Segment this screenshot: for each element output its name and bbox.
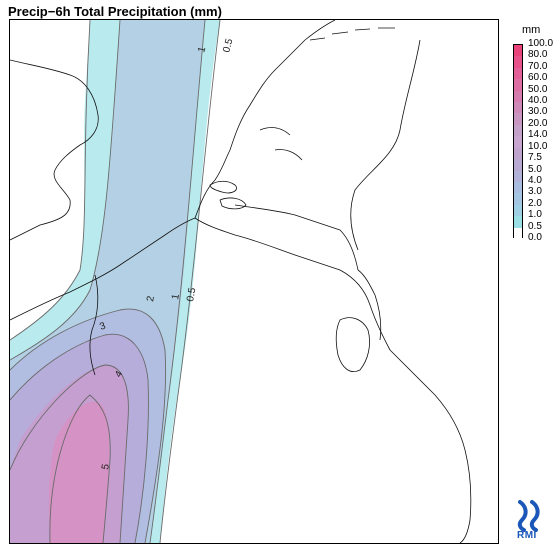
legend-swatch: [514, 193, 522, 206]
contour-label: 1: [170, 293, 182, 301]
chart-title: Precip−6h Total Precipitation (mm): [8, 4, 222, 19]
legend-label: 7.5: [528, 152, 542, 164]
legend-swatch: [514, 79, 522, 92]
legend-colorbar: [513, 44, 523, 240]
contour-label: 0.5: [221, 37, 235, 54]
contour-label: 0.5: [185, 286, 198, 302]
legend-label: 14.0: [528, 129, 548, 141]
legend-swatch: [514, 181, 522, 194]
legend-label: 1.0: [528, 209, 542, 221]
legend-swatch: [514, 216, 522, 229]
contour-label: 1: [196, 45, 208, 54]
legend-swatch: [514, 113, 522, 126]
legend-swatch: [514, 90, 522, 103]
legend-swatch: [514, 102, 522, 114]
legend-label: 20.0: [528, 117, 548, 129]
contour-label: 2: [145, 295, 157, 303]
contour-label: 3: [98, 320, 107, 332]
legend-swatch: [514, 124, 522, 137]
rmi-logo-icon: [517, 500, 540, 532]
legend-label: 60.0: [528, 72, 548, 84]
legend-swatch: [514, 147, 522, 160]
legend-unit: mm: [522, 24, 541, 36]
map-canvas: 1 0.5 2 1 0.5 3 4 5: [10, 20, 472, 543]
legend-swatch: [514, 159, 522, 172]
legend-swatch: [514, 227, 522, 240]
contour-label-group: 1 0.5 2 1 0.5 3 4 5: [98, 37, 235, 470]
coastlines-borders: [10, 20, 472, 543]
precipitation-map: 1 0.5 2 1 0.5 3 4 5: [9, 19, 499, 544]
legend-label: 10.0: [528, 140, 548, 152]
legend-swatch: [514, 67, 522, 80]
legend-label: 4.0: [528, 174, 542, 186]
legend-label: 40.0: [528, 95, 548, 107]
legend-label: 0.5: [528, 220, 542, 232]
legend-label: 30.0: [528, 106, 548, 118]
legend-swatch: [514, 136, 522, 149]
legend-label: 70.0: [528, 60, 548, 72]
contour-label: 5: [100, 463, 112, 471]
legend-swatch: [514, 56, 522, 69]
legend-swatch: [514, 204, 522, 217]
legend-label: 80.0: [528, 49, 548, 61]
legend-label: 50.0: [528, 83, 548, 95]
contour-label: 4: [113, 369, 126, 380]
legend-label: 5.0: [528, 163, 542, 175]
legend-swatch: [514, 170, 522, 183]
legend-label: 2.0: [528, 197, 542, 209]
legend-swatch: [514, 45, 522, 57]
legend-label: 100.0: [528, 38, 554, 49]
logo-text: RMI: [517, 530, 537, 541]
legend-label: 0.0: [528, 232, 542, 243]
precip-band-5mm: [48, 401, 110, 543]
contour-lines: [10, 20, 221, 543]
legend-label: 3.0: [528, 186, 542, 198]
